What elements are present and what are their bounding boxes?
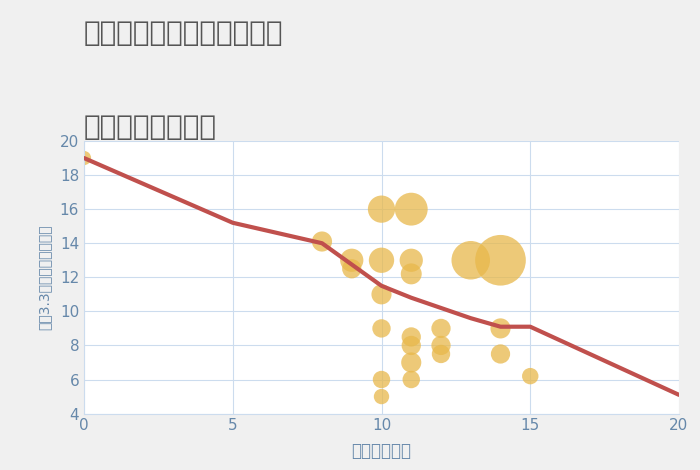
Point bbox=[78, 154, 90, 162]
Text: 三重県四日市市東富田町の: 三重県四日市市東富田町の bbox=[84, 19, 284, 47]
Point bbox=[376, 205, 387, 213]
Point bbox=[406, 359, 417, 366]
Y-axis label: 坪（3.3㎡）単価（万円）: 坪（3.3㎡）単価（万円） bbox=[37, 225, 51, 330]
Point bbox=[495, 350, 506, 358]
Point bbox=[376, 257, 387, 264]
Point bbox=[435, 342, 447, 349]
X-axis label: 駅距離（分）: 駅距離（分） bbox=[351, 442, 412, 460]
Point bbox=[406, 205, 417, 213]
Point bbox=[435, 350, 447, 358]
Point bbox=[495, 325, 506, 332]
Point bbox=[376, 290, 387, 298]
Point bbox=[525, 372, 536, 380]
Point bbox=[376, 393, 387, 400]
Point bbox=[406, 333, 417, 341]
Point bbox=[435, 325, 447, 332]
Point bbox=[406, 257, 417, 264]
Point bbox=[406, 342, 417, 349]
Point bbox=[316, 238, 328, 245]
Text: 駅距離別土地価格: 駅距離別土地価格 bbox=[84, 113, 217, 141]
Point bbox=[495, 257, 506, 264]
Point bbox=[406, 270, 417, 278]
Point bbox=[406, 376, 417, 384]
Point bbox=[465, 257, 476, 264]
Point bbox=[376, 325, 387, 332]
Point bbox=[346, 257, 357, 264]
Point bbox=[346, 265, 357, 273]
Point bbox=[376, 376, 387, 384]
